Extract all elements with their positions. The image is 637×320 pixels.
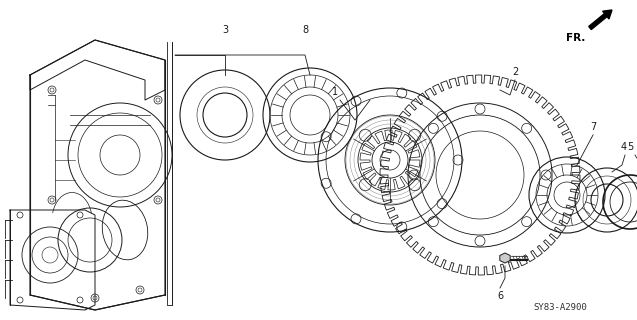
Text: 6: 6 xyxy=(497,291,503,301)
Text: 3: 3 xyxy=(222,25,228,35)
Text: 4: 4 xyxy=(621,142,627,152)
Text: 7: 7 xyxy=(590,122,596,132)
Text: 1: 1 xyxy=(332,87,338,97)
Text: 8: 8 xyxy=(302,25,308,35)
Text: FR.: FR. xyxy=(566,33,585,43)
Text: 5: 5 xyxy=(627,142,633,152)
FancyArrow shape xyxy=(589,10,612,29)
Polygon shape xyxy=(500,253,510,263)
Text: 2: 2 xyxy=(512,67,518,77)
Text: SY83-A2900: SY83-A2900 xyxy=(533,303,587,313)
